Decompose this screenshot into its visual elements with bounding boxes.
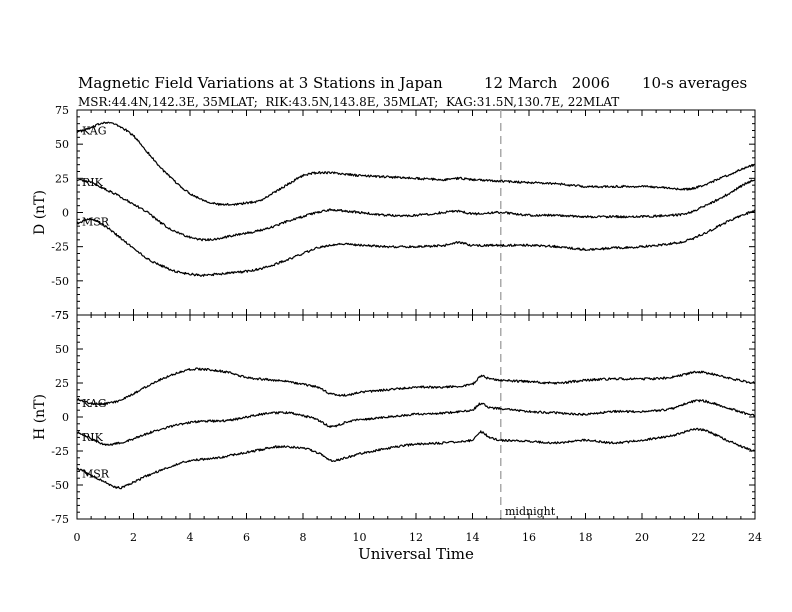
x-tick-label: 14: [466, 531, 480, 544]
series-label-RIK: RIK: [82, 176, 104, 189]
y-tick-label: -50: [51, 479, 69, 492]
y-axis-label-H: H (nT): [32, 394, 48, 440]
y-tick-label: -75: [51, 309, 69, 322]
y-tick-label: 75: [55, 309, 69, 322]
series-KAG-H: [76, 367, 756, 406]
x-tick-label: 0: [74, 531, 81, 544]
x-tick-label: 20: [635, 531, 649, 544]
y-tick-label: -25: [51, 241, 69, 254]
y-axis-label-D: D (nT): [32, 190, 48, 235]
midnight-label: midnight: [505, 505, 556, 518]
chart-subtitle: MSR:44.4N,142.3E, 35MLAT; RIK:43.5N,143.…: [78, 95, 619, 109]
series-MSR-H: [76, 427, 756, 490]
x-tick-label: 24: [748, 531, 762, 544]
x-tick-label: 6: [243, 531, 250, 544]
series-label-RIK: RIK: [82, 431, 104, 444]
series-RIK-D: [76, 178, 756, 242]
chart-title: Magnetic Field Variations at 3 Stations …: [78, 74, 443, 92]
series-label-KAG: KAG: [82, 125, 107, 138]
chart-averaging: 10-s averages: [642, 74, 747, 92]
y-tick-label: 50: [55, 138, 69, 151]
x-tick-label: 22: [692, 531, 706, 544]
series-label-MSR: MSR: [82, 215, 110, 228]
panel-H: 75 50 25 0 -25 -50 -75 H (nT) KAG RIK MSR: [32, 309, 756, 526]
y-tick-label: 0: [62, 411, 69, 424]
y-tick-label: 50: [55, 343, 69, 356]
series-KAG-D: [76, 121, 756, 206]
panel-D: 75 50 25 0 -25 -50 -75 D (nT) KAG RIK MSR: [32, 104, 756, 322]
y-tick-label: 0: [62, 207, 69, 220]
x-tick-label: 4: [187, 531, 194, 544]
panel-D-frame: [76, 109, 756, 316]
x-tick-label: 12: [409, 531, 423, 544]
y-tick-label: 75: [55, 104, 69, 117]
x-tick-label: 18: [579, 531, 593, 544]
series-label-KAG: KAG: [82, 397, 107, 410]
y-tick-label: 25: [55, 377, 69, 390]
series-label-MSR: MSR: [82, 467, 110, 480]
panels: 75 50 25 0 -25 -50 -75 D (nT) KAG RIK MSR 75 50 25 0 -2…: [32, 104, 762, 544]
chart-date: 12 March 2006: [484, 74, 610, 92]
y-tick-label: -75: [51, 513, 69, 526]
x-tick-label: 16: [522, 531, 536, 544]
y-tick-label: -25: [51, 445, 69, 458]
y-tick-label: 25: [55, 172, 69, 185]
y-tick-label: -50: [51, 275, 69, 288]
x-tick-label: 10: [353, 531, 367, 544]
series-MSR-D: [76, 209, 756, 277]
x-tick-label: 2: [130, 531, 137, 544]
series-RIK-H: [76, 399, 756, 446]
x-axis-label: Universal Time: [358, 545, 474, 563]
x-tick-label: 8: [300, 531, 307, 544]
panel-H-frame: [76, 314, 756, 520]
